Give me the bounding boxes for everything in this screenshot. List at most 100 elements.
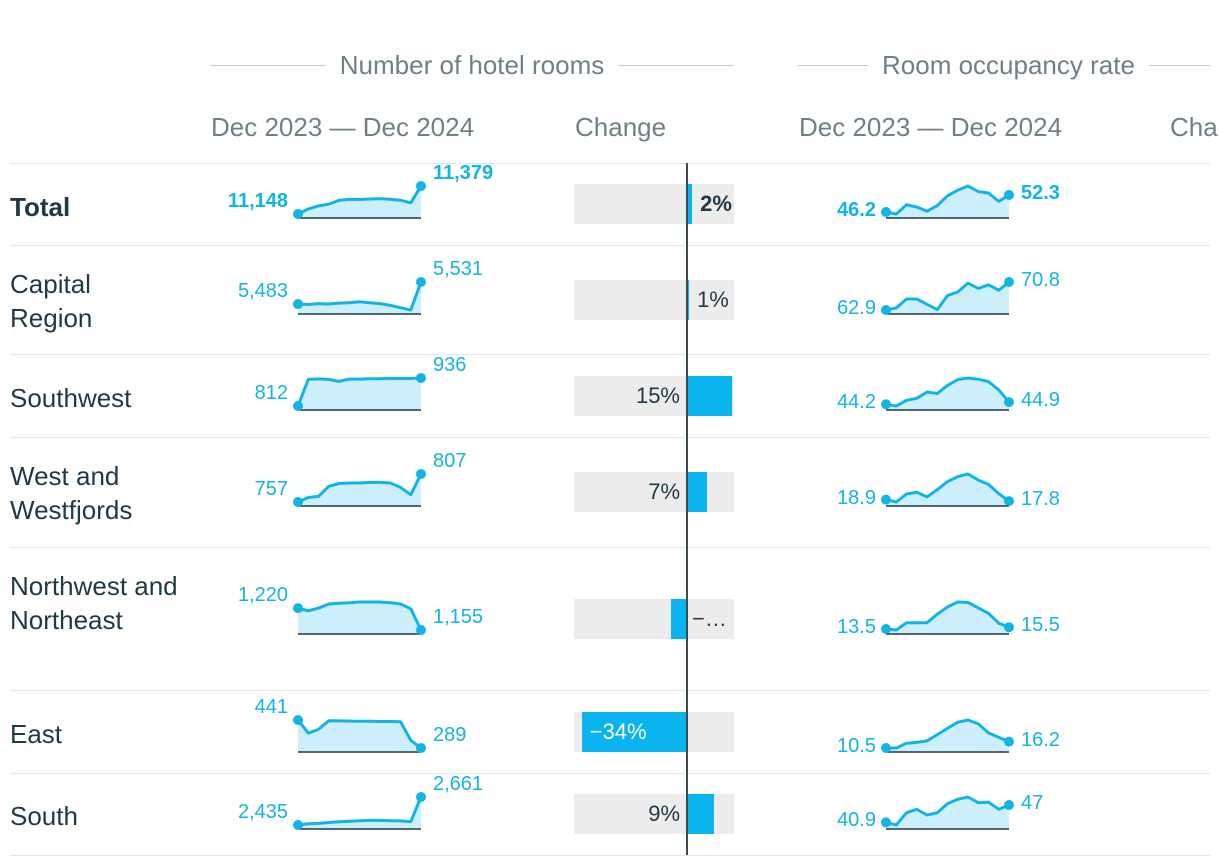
col-header-occupancy-period: Dec 2023 — Dec 2024 (799, 112, 1063, 142)
header-rule (618, 64, 735, 66)
occupancy-sparkline-total-end-point (1004, 189, 1014, 200)
occupancy-end-value: 52.3 (1021, 181, 1060, 204)
occupancy-sparkline-northwest-and-northeast-start-point (881, 624, 891, 635)
region-label-total: Total (10, 192, 71, 222)
rooms-sparkline-southwest (293, 373, 426, 411)
rooms-sparkline-west-and-westfjords-end-point (416, 469, 426, 479)
row-divider (10, 245, 1210, 246)
rooms-sparkline-capital-region-start-point (293, 299, 303, 310)
row-divider (10, 437, 1210, 438)
rooms-sparkline-west-and-westfjords (293, 469, 426, 507)
occupancy-start-value: 44.2 (837, 391, 876, 414)
occupancy-end-value: 47 (1021, 792, 1044, 814)
rooms-sparkline-east-start-point (293, 715, 303, 725)
change-bar (686, 472, 708, 512)
rooms-start-value: 11,148 (227, 190, 288, 212)
rooms-end-value: 2,661 (433, 773, 484, 795)
region-label-south: South (10, 801, 78, 831)
region-label-southwest: Southwest (10, 383, 132, 413)
occupancy-end-value: 17.8 (1021, 488, 1060, 511)
rooms-sparkline-northwest-and-northeast-end-point (416, 625, 426, 635)
change-label: −34% (589, 718, 647, 744)
rooms-sparkline-east-end-point (416, 743, 426, 753)
col-header-change: Change (575, 112, 667, 142)
region-label-east: East (10, 719, 63, 749)
rooms-sparkline-southwest-area (298, 378, 421, 410)
occupancy-sparkline-total-line (885, 184, 1010, 216)
rooms-sparkline-southwest-line (296, 376, 422, 407)
occupancy-sparkline-south-area (886, 797, 1009, 829)
occupancy-sparkline-capital-region (881, 277, 1014, 315)
group-header-occupancy-label: Room occupancy rate (882, 49, 1135, 80)
occupancy-sparkline-total (881, 184, 1014, 219)
occupancy-end-value: 15.5 (1021, 614, 1060, 637)
rooms-sparkline-south (293, 792, 426, 830)
change-track (574, 279, 734, 320)
occupancy-sparkline-east-area (886, 720, 1009, 752)
rooms-sparkline-northwest-and-northeast-area (298, 602, 421, 634)
rooms-start-value: 812 (254, 382, 288, 404)
rooms-start-value: 5,483 (237, 280, 288, 303)
occupancy-sparkline-northwest-and-northeast-line (885, 600, 1010, 632)
rooms-sparkline-total-line (297, 185, 423, 216)
rooms-sparkline-northwest-and-northeast-line (297, 600, 423, 631)
occupancy-sparkline-northwest-and-northeast-area (886, 602, 1009, 634)
occupancy-sparkline-east-line (886, 718, 1010, 750)
occupancy-start-value: 46.2 (837, 199, 876, 222)
occupancy-sparkline-west-and-westfjords-end-point (1004, 496, 1014, 507)
occupancy-sparkline-southwest-area (886, 378, 1009, 410)
occupancy-sparkline-south-end-point (1004, 800, 1014, 810)
rooms-sparkline-northwest-and-northeast (293, 600, 426, 635)
occupancy-sparkline-capital-region-area (886, 282, 1009, 314)
occupancy-end-value: 44.9 (1021, 389, 1060, 412)
rooms-end-value: 5,531 (433, 258, 484, 280)
change-label: 15% (635, 382, 680, 408)
occupancy-start-value: 40.9 (837, 809, 876, 832)
occupancy-sparkline-west-and-westfjords-area (886, 474, 1009, 506)
rooms-sparkline-total (293, 181, 426, 219)
change-track (574, 598, 734, 639)
rooms-end-value: 807 (433, 450, 467, 472)
row-divider (10, 855, 1210, 856)
rooms-sparkline-total-area (298, 186, 421, 218)
group-header-occupancy: Room occupancy rate (798, 48, 1210, 82)
rooms-sparkline-east-area (298, 720, 421, 752)
occupancy-start-value: 62.9 (837, 297, 876, 319)
occupancy-sparkline-southwest-end-point (1004, 397, 1014, 408)
rooms-sparkline-southwest-start-point (293, 401, 303, 411)
occupancy-sparkline-total-area (886, 186, 1009, 218)
rooms-sparkline-south-end-point (416, 792, 426, 802)
rooms-end-value: 11,379 (433, 162, 494, 184)
rooms-start-value: 441 (254, 696, 288, 718)
occupancy-sparkline-east (881, 718, 1014, 753)
occupancy-start-value: 10.5 (837, 735, 876, 757)
occupancy-sparkline-southwest (881, 376, 1014, 411)
rooms-sparkline-northwest-and-northeast-start-point (293, 603, 303, 614)
group-header-rooms: Number of hotel rooms (210, 48, 735, 82)
rooms-sparkline-capital-region-line (297, 281, 423, 312)
region-label-capital-region: Capital Region (10, 269, 93, 333)
group-header-rooms-label: Number of hotel rooms (339, 49, 605, 80)
occupancy-start-value: 18.9 (837, 486, 876, 509)
occupancy-sparkline-south-line (885, 795, 1010, 827)
rooms-start-value: 757 (254, 478, 288, 500)
occupancy-sparkline-east-end-point (1004, 736, 1014, 747)
occupancy-sparkline-west-and-westfjords (881, 472, 1014, 507)
rooms-sparkline-capital-region (293, 277, 426, 315)
row-divider (10, 773, 1210, 774)
change-label: 9% (648, 801, 680, 826)
region-label-northwest-and-northeast: Northwest and Northeast (10, 571, 178, 635)
change-label: 2% (700, 191, 732, 216)
rooms-end-value: 289 (433, 724, 467, 746)
occupancy-sparkline-capital-region-start-point (881, 305, 891, 315)
row-divider (10, 163, 1210, 164)
change-label: 1% (697, 286, 729, 312)
change-bar (686, 375, 732, 416)
occupancy-sparkline-southwest-start-point (881, 399, 891, 410)
rooms-sparkline-capital-region-area (298, 282, 421, 314)
rooms-start-value: 2,435 (237, 801, 288, 823)
rooms-sparkline-west-and-westfjords-area (298, 474, 421, 506)
occupancy-start-value: 13.5 (837, 616, 876, 638)
col-header-change-2: Cha (1170, 112, 1218, 142)
occupancy-sparkline-capital-region-line (885, 280, 1010, 312)
